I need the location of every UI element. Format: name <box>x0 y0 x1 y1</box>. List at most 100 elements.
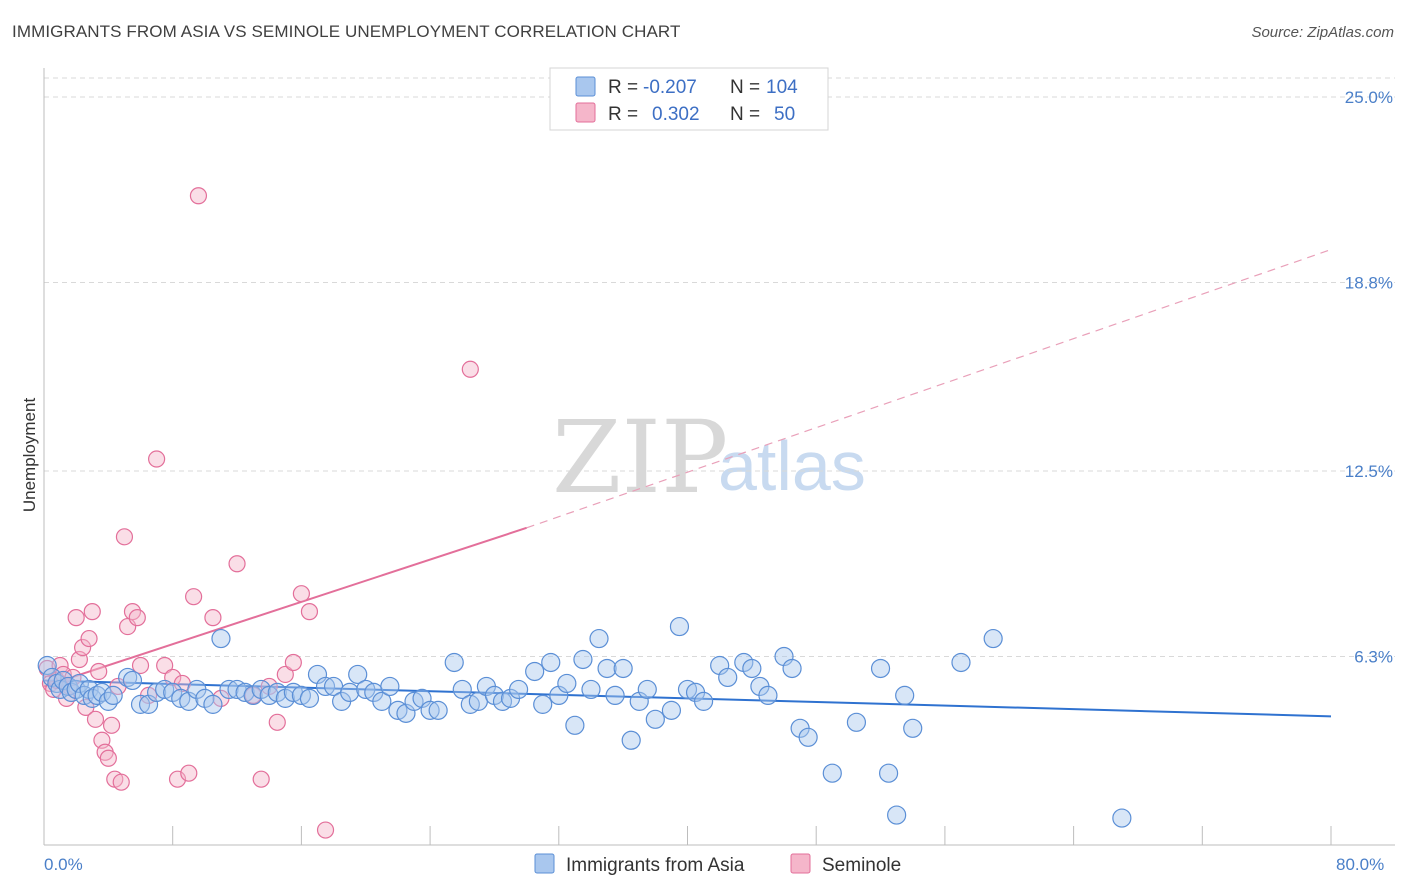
y-tick-labels: 6.3% 12.5% 18.8% 25.0% <box>1345 88 1393 667</box>
seminole-point-40 <box>228 555 246 573</box>
seminole-point-16 <box>90 662 108 681</box>
immigrants-from-asia-point-102 <box>903 718 923 738</box>
immigrants-from-asia-point-56 <box>444 652 464 673</box>
bottom-legend-label-blue: Immigrants from Asia <box>566 855 745 876</box>
legend-box <box>549 67 829 131</box>
y-tick-label-0: 6.3% <box>1354 648 1393 667</box>
immigrants-from-asia-point-66 <box>533 694 553 714</box>
trend-line-seminole <box>43 526 527 688</box>
immigrants-from-asia-point-18 <box>130 694 151 714</box>
seminole-point-27 <box>128 609 146 627</box>
seminole-points <box>38 187 479 839</box>
seminole-point-15 <box>86 710 105 728</box>
immigrants-from-asia-point-27 <box>203 694 223 714</box>
immigrants-from-asia-point-0 <box>37 655 57 676</box>
immigrants-from-asia-point-99 <box>878 763 899 783</box>
y-tick-label-2: 18.8% <box>1345 274 1393 293</box>
seminole-point-48 <box>300 603 319 621</box>
immigrants-from-asia-point-93 <box>782 658 802 679</box>
immigrants-from-asia-point-98 <box>870 658 891 679</box>
watermark-zip: ZIP <box>552 399 728 516</box>
legend-r-value-1: -0.207 <box>643 77 697 98</box>
trend-line-seminole-extrapolated <box>526 249 1332 529</box>
immigrants-from-asia-point-54 <box>420 700 440 720</box>
seminole-point-24 <box>115 528 134 546</box>
seminole-point-36 <box>185 588 203 606</box>
immigrants-from-asia-point-74 <box>597 658 617 679</box>
immigrants-from-asia-point-89 <box>742 658 762 679</box>
immigrants-from-asia-point-85 <box>693 691 714 711</box>
immigrants-from-asia-point-101 <box>895 685 915 706</box>
axes <box>43 68 1395 846</box>
immigrants-from-asia-point-105 <box>1112 808 1132 828</box>
immigrants-from-asia-point-82 <box>669 616 690 637</box>
immigrants-from-asia-point-104 <box>983 628 1003 649</box>
immigrants-from-asia-points <box>37 616 1132 828</box>
legend-r-label-1: R = <box>608 77 638 98</box>
y-axis-title: Unemployment <box>20 398 39 513</box>
seminole-point-37 <box>189 187 208 205</box>
immigrants-from-asia-point-49 <box>380 676 400 697</box>
bottom-legend-swatch-pink <box>790 853 811 874</box>
legend: R = -0.207 N = 104 R = 0.302 N = 50 <box>549 67 829 131</box>
seminole-point-20 <box>102 716 121 734</box>
y-tick-label-3: 25.0% <box>1345 88 1393 107</box>
source-label: Source: ZipAtlas.com <box>1251 24 1394 41</box>
immigrants-from-asia-point-64 <box>508 679 529 700</box>
legend-swatch-blue <box>575 76 596 97</box>
legend-r-value-2: 0.302 <box>652 104 700 125</box>
seminole-point-50 <box>461 360 479 378</box>
immigrants-from-asia-point-45 <box>348 664 368 685</box>
immigrants-from-asia-point-41 <box>315 676 336 697</box>
immigrants-from-asia-point-67 <box>541 652 561 673</box>
seminole-point-13 <box>80 629 98 648</box>
legend-n-label-2: N = <box>730 104 760 125</box>
immigrants-from-asia-point-70 <box>565 715 585 735</box>
immigrants-from-asia-point-17 <box>122 670 143 691</box>
immigrants-from-asia-point-29 <box>219 679 239 700</box>
seminole-point-38 <box>204 609 222 627</box>
seminole-point-35 <box>180 764 198 782</box>
seminole-point-49 <box>316 821 335 839</box>
seminole-point-47 <box>292 585 310 603</box>
seminole-point-31 <box>156 656 174 675</box>
bottom-legend: Immigrants from Asia Seminole <box>534 853 901 876</box>
seminole-point-30 <box>148 450 166 468</box>
seminole-point-19 <box>99 749 117 767</box>
bottom-legend-swatch-blue <box>534 853 555 874</box>
immigrants-from-asia-point-103 <box>951 652 971 673</box>
seminole-point-42 <box>252 770 270 788</box>
immigrants-from-asia-point-69 <box>557 673 577 694</box>
immigrants-from-asia-point-55 <box>428 700 448 720</box>
immigrants-from-asia-point-96 <box>822 763 842 783</box>
bottom-legend-label-pink: Seminole <box>822 855 901 876</box>
legend-n-label-1: N = <box>730 77 760 98</box>
seminole-point-23 <box>112 773 130 791</box>
seminole-point-44 <box>268 713 286 731</box>
immigrants-from-asia-point-73 <box>589 628 609 649</box>
x-tick-label-min: 0.0% <box>44 855 83 874</box>
immigrants-from-asia-point-65 <box>525 661 545 682</box>
chart-title: IMMIGRANTS FROM ASIA VS SEMINOLE UNEMPLO… <box>12 22 681 41</box>
seminole-point-9 <box>67 609 85 627</box>
y-tick-label-1: 12.5% <box>1345 462 1393 481</box>
seminole-point-28 <box>131 656 150 675</box>
legend-n-value-2: 50 <box>774 104 795 125</box>
immigrants-from-asia-point-100 <box>887 805 907 825</box>
immigrants-from-asia-point-87 <box>718 667 738 688</box>
immigrants-from-asia-point-71 <box>573 649 593 670</box>
immigrants-from-asia-point-75 <box>605 685 625 706</box>
watermark-atlas: atlas <box>718 427 866 505</box>
immigrants-from-asia-point-8 <box>69 673 89 694</box>
immigrants-from-asia-point-80 <box>645 709 665 729</box>
immigrants-from-asia-point-48 <box>372 691 392 711</box>
immigrants-from-asia-point-28 <box>211 628 231 649</box>
immigrants-from-asia-point-95 <box>798 727 818 747</box>
gridlines <box>44 77 1395 658</box>
x-tick-label-max: 80.0% <box>1336 855 1384 874</box>
immigrants-from-asia-point-39 <box>299 688 320 708</box>
immigrants-from-asia-point-97 <box>846 712 867 732</box>
immigrants-from-asia-point-72 <box>581 679 601 700</box>
immigrants-from-asia-point-79 <box>637 679 657 700</box>
